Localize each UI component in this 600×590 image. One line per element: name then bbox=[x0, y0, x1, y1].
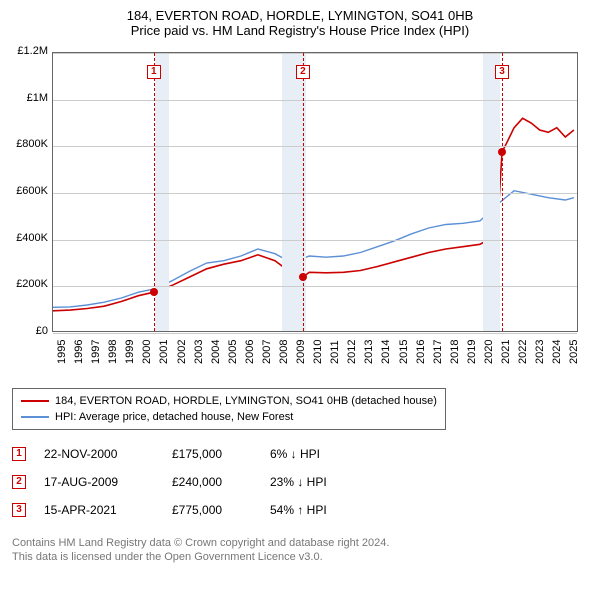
sale-point bbox=[498, 148, 506, 156]
page-container: 184, EVERTON ROAD, HORDLE, LYMINGTON, SO… bbox=[0, 0, 600, 573]
sales-row-price: £775,000 bbox=[172, 503, 252, 517]
x-tick-label: 2012 bbox=[346, 340, 358, 364]
sale-marker-box: 2 bbox=[296, 65, 310, 79]
chart: 1 2 3 £0 £200K £400K £600K £800K £1M £1.2M 1995 19… bbox=[12, 44, 588, 384]
sales-row-marker: 1 bbox=[12, 447, 26, 461]
x-tick-label: 1997 bbox=[90, 340, 102, 364]
sale-point bbox=[299, 273, 307, 281]
title-address: 184, EVERTON ROAD, HORDLE, LYMINGTON, SO… bbox=[12, 8, 588, 23]
x-tick-label: 1999 bbox=[124, 340, 136, 364]
legend-swatch bbox=[21, 416, 49, 418]
footer-line2: This data is licensed under the Open Gov… bbox=[12, 550, 588, 564]
x-tick-label: 2011 bbox=[329, 340, 341, 364]
x-tick-label: 2025 bbox=[568, 340, 580, 364]
x-tick-label: 2020 bbox=[483, 340, 495, 364]
y-tick-label: £200K bbox=[12, 278, 48, 290]
recession-band bbox=[155, 53, 169, 331]
y-tick-label: £800K bbox=[12, 138, 48, 150]
sales-row-date: 22-NOV-2000 bbox=[44, 447, 154, 461]
x-tick-label: 1995 bbox=[56, 340, 68, 364]
gridline-h bbox=[53, 286, 577, 287]
gridline-h bbox=[53, 240, 577, 241]
gridline-h bbox=[53, 53, 577, 54]
x-tick-label: 2007 bbox=[261, 340, 273, 364]
x-tick-label: 2022 bbox=[517, 340, 529, 364]
x-tick-label: 2013 bbox=[363, 340, 375, 364]
x-tick-label: 2005 bbox=[227, 340, 239, 364]
y-tick-label: £1.2M bbox=[12, 45, 48, 57]
gridline-h bbox=[53, 146, 577, 147]
x-tick-label: 2014 bbox=[380, 340, 392, 364]
x-tick-label: 2001 bbox=[158, 340, 170, 364]
x-tick-label: 2015 bbox=[398, 340, 410, 364]
title-subtitle: Price paid vs. HM Land Registry's House … bbox=[12, 23, 588, 38]
chart-title: 184, EVERTON ROAD, HORDLE, LYMINGTON, SO… bbox=[12, 8, 588, 38]
footer-line1: Contains HM Land Registry data © Crown c… bbox=[12, 536, 588, 550]
sales-row-price: £240,000 bbox=[172, 475, 252, 489]
y-tick-label: £0 bbox=[12, 325, 48, 337]
sales-table: 1 22-NOV-2000 £175,000 6% ↓ HPI 2 17-AUG-2009… bbox=[12, 440, 588, 524]
x-tick-label: 2004 bbox=[210, 340, 222, 364]
x-tick-label: 2019 bbox=[466, 340, 478, 364]
sales-row-marker: 2 bbox=[12, 475, 26, 489]
x-tick-label: 2018 bbox=[449, 340, 461, 364]
sale-guideline bbox=[303, 53, 304, 331]
sale-marker-box: 1 bbox=[147, 65, 161, 79]
legend-label: 184, EVERTON ROAD, HORDLE, LYMINGTON, SO… bbox=[55, 395, 437, 407]
sales-row-diff: 23% ↓ HPI bbox=[270, 475, 370, 489]
sales-row: 1 22-NOV-2000 £175,000 6% ↓ HPI bbox=[12, 440, 588, 468]
x-tick-label: 2017 bbox=[432, 340, 444, 364]
legend-swatch bbox=[21, 400, 49, 402]
x-tick-label: 2024 bbox=[551, 340, 563, 364]
gridline-h bbox=[53, 333, 577, 334]
x-tick-label: 2000 bbox=[141, 340, 153, 364]
sales-row: 3 15-APR-2021 £775,000 54% ↑ HPI bbox=[12, 496, 588, 524]
legend-item: 184, EVERTON ROAD, HORDLE, LYMINGTON, SO… bbox=[21, 393, 437, 409]
x-tick-label: 2021 bbox=[500, 340, 512, 364]
sale-point bbox=[150, 288, 158, 296]
gridline-h bbox=[53, 100, 577, 101]
plot-area: 1 2 3 bbox=[52, 52, 578, 332]
x-tick-label: 2010 bbox=[312, 340, 324, 364]
sale-marker-box: 3 bbox=[495, 65, 509, 79]
sales-row-date: 15-APR-2021 bbox=[44, 503, 154, 517]
x-tick-label: 2016 bbox=[415, 340, 427, 364]
x-tick-label: 2009 bbox=[295, 340, 307, 364]
y-tick-label: £400K bbox=[12, 232, 48, 244]
sale-guideline bbox=[502, 53, 503, 331]
sales-row: 2 17-AUG-2009 £240,000 23% ↓ HPI bbox=[12, 468, 588, 496]
legend: 184, EVERTON ROAD, HORDLE, LYMINGTON, SO… bbox=[12, 388, 446, 430]
sales-row-date: 17-AUG-2009 bbox=[44, 475, 154, 489]
x-tick-label: 2003 bbox=[193, 340, 205, 364]
x-tick-label: 2002 bbox=[176, 340, 188, 364]
sales-row-price: £175,000 bbox=[172, 447, 252, 461]
x-tick-label: 2008 bbox=[278, 340, 290, 364]
sales-row-marker: 3 bbox=[12, 503, 26, 517]
x-tick-label: 2023 bbox=[534, 340, 546, 364]
sales-row-diff: 6% ↓ HPI bbox=[270, 447, 370, 461]
recession-band bbox=[483, 53, 500, 331]
y-tick-label: £1M bbox=[12, 92, 48, 104]
legend-item: HPI: Average price, detached house, New … bbox=[21, 409, 437, 425]
x-tick-label: 1998 bbox=[107, 340, 119, 364]
sales-row-diff: 54% ↑ HPI bbox=[270, 503, 370, 517]
footer-attribution: Contains HM Land Registry data © Crown c… bbox=[12, 536, 588, 565]
gridline-h bbox=[53, 193, 577, 194]
legend-label: HPI: Average price, detached house, New … bbox=[55, 411, 293, 423]
x-tick-label: 2006 bbox=[244, 340, 256, 364]
x-tick-label: 1996 bbox=[73, 340, 85, 364]
y-tick-label: £600K bbox=[12, 185, 48, 197]
